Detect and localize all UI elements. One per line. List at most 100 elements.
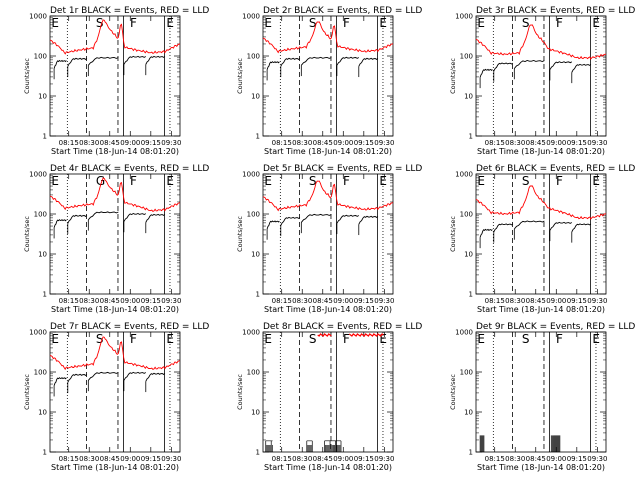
panel-9: Det 9r BLACK = Events, RED = LLD 1 10 100 10… bbox=[449, 322, 635, 472]
events-series-line bbox=[549, 221, 573, 231]
y-axis-label: Counts/sec bbox=[23, 374, 31, 410]
x-axis-label: Start Time (18-Jun-14 08:01:20) bbox=[51, 147, 179, 156]
region-letter: S bbox=[309, 16, 317, 30]
y-tick-label: 1 bbox=[469, 291, 473, 299]
panel-4: Det 4r BLACK = Events, RED = LLD 1 10 100 10… bbox=[23, 164, 209, 314]
x-tick-label: 08:45 bbox=[313, 297, 333, 305]
x-tick-label: 09:15 bbox=[141, 139, 161, 147]
events-series-line bbox=[123, 212, 147, 222]
region-letter: E bbox=[264, 174, 272, 188]
x-tick-label: 08:30 bbox=[505, 455, 525, 463]
events-series-line bbox=[479, 68, 493, 78]
events-series-line bbox=[123, 55, 147, 65]
events-series-line bbox=[87, 211, 119, 221]
x-axis-label: Start Time (18-Jun-14 08:01:20) bbox=[264, 305, 392, 314]
y-axis-label: Counts/sec bbox=[449, 216, 457, 252]
x-tick-label: 09:15 bbox=[567, 455, 587, 463]
region-letter: G bbox=[96, 174, 105, 188]
events-series-line bbox=[53, 219, 67, 228]
region-letter: F bbox=[343, 332, 350, 346]
events-series-line bbox=[67, 57, 88, 67]
y-tick-label: 1 bbox=[469, 449, 473, 457]
x-tick-label: 08:15 bbox=[485, 297, 505, 305]
panel-title: Det 3r BLACK = Events, RED = LLD bbox=[476, 6, 635, 16]
lld-series-line bbox=[49, 177, 181, 212]
lld-series-line bbox=[475, 185, 607, 220]
y-tick-label: 100 bbox=[247, 369, 260, 377]
x-tick-label: 09:00 bbox=[333, 139, 353, 147]
region-letter: F bbox=[343, 16, 350, 30]
lld-series-line bbox=[262, 180, 394, 212]
x-tick-label: 09:00 bbox=[333, 297, 353, 305]
x-tick-label: 09:30 bbox=[587, 297, 607, 305]
x-tick-label: 08:30 bbox=[292, 139, 312, 147]
x-tick-label: 09:30 bbox=[161, 297, 181, 305]
plot-frame bbox=[475, 15, 607, 137]
panel-1: Det 1r BLACK = Events, RED = LLD 1 10 100 10… bbox=[23, 6, 209, 156]
x-tick-label: 09:00 bbox=[546, 139, 566, 147]
x-tick-label: 08:45 bbox=[313, 139, 333, 147]
events-series-line bbox=[123, 371, 147, 381]
x-axis-label: Start Time (18-Jun-14 08:01:20) bbox=[264, 147, 392, 156]
panel-5: Det 5r BLACK = Events, RED = LLD 1 10 100 10… bbox=[236, 164, 422, 314]
y-tick-label: 1 bbox=[43, 133, 47, 141]
plot-frame bbox=[262, 15, 394, 137]
y-axis-label: Counts/sec bbox=[449, 58, 457, 94]
events-series-line bbox=[145, 55, 166, 65]
lld-series-line bbox=[49, 19, 181, 55]
x-axis-label: Start Time (18-Jun-14 08:01:20) bbox=[477, 463, 605, 472]
y-tick-label: 1 bbox=[256, 449, 260, 457]
y-tick-label: 10 bbox=[464, 251, 473, 259]
y-tick-label: 1 bbox=[256, 291, 260, 299]
region-letter: E bbox=[166, 332, 174, 346]
y-axis-label: Counts/sec bbox=[236, 58, 244, 94]
region-letter: S bbox=[96, 332, 104, 346]
y-tick-label: 100 bbox=[34, 53, 47, 61]
panel-8: Det 8r BLACK = Events, RED = LLD 1 10 100 10… bbox=[236, 322, 422, 472]
x-axis-label: Start Time (18-Jun-14 08:01:20) bbox=[51, 305, 179, 314]
panel-title: Det 1r BLACK = Events, RED = LLD bbox=[50, 6, 209, 16]
lld-series-fragment bbox=[348, 333, 384, 337]
region-letter: E bbox=[379, 174, 387, 188]
x-tick-label: 09:00 bbox=[333, 455, 353, 463]
region-letter: E bbox=[264, 332, 272, 346]
x-tick-label: 09:15 bbox=[141, 297, 161, 305]
x-tick-label: 08:15 bbox=[59, 139, 79, 147]
events-series-line bbox=[87, 371, 119, 381]
x-tick-label: 09:00 bbox=[120, 455, 140, 463]
events-series-line bbox=[145, 372, 166, 382]
y-tick-label: 100 bbox=[460, 211, 473, 219]
x-tick-label: 09:30 bbox=[374, 455, 394, 463]
x-tick-label: 09:30 bbox=[161, 139, 181, 147]
x-tick-label: 08:15 bbox=[272, 297, 292, 305]
y-axis-label: Counts/sec bbox=[23, 216, 31, 252]
events-series-line bbox=[145, 213, 166, 223]
lld-series-fragment bbox=[317, 333, 332, 337]
x-tick-label: 08:45 bbox=[100, 297, 120, 305]
x-tick-label: 08:45 bbox=[100, 455, 120, 463]
x-tick-label: 09:00 bbox=[546, 455, 566, 463]
y-tick-label: 10 bbox=[464, 93, 473, 101]
events-series-line bbox=[493, 223, 514, 233]
y-tick-label: 1000 bbox=[455, 329, 473, 337]
panel-2: Det 2r BLACK = Events, RED = LLD 1 10 100 10… bbox=[236, 6, 422, 156]
panel-title: Det 2r BLACK = Events, RED = LLD bbox=[263, 6, 422, 16]
y-tick-label: 1 bbox=[43, 291, 47, 299]
region-letter: E bbox=[51, 16, 59, 30]
y-tick-label: 1000 bbox=[242, 171, 260, 179]
lld-series-line bbox=[49, 336, 181, 371]
events-series-line bbox=[513, 220, 545, 230]
events-series-line bbox=[300, 213, 332, 223]
region-letter: S bbox=[522, 174, 530, 188]
plot-frame bbox=[49, 173, 181, 295]
x-tick-label: 09:30 bbox=[374, 139, 394, 147]
panel-3: Det 3r BLACK = Events, RED = LLD 1 10 100 10… bbox=[449, 6, 635, 156]
y-tick-label: 1 bbox=[43, 449, 47, 457]
x-tick-label: 08:30 bbox=[505, 297, 525, 305]
region-letter: E bbox=[477, 174, 485, 188]
x-tick-label: 09:15 bbox=[567, 139, 587, 147]
x-tick-label: 08:15 bbox=[272, 455, 292, 463]
panel-title: Det 7r BLACK = Events, RED = LLD bbox=[50, 322, 209, 332]
y-tick-label: 10 bbox=[38, 409, 47, 417]
